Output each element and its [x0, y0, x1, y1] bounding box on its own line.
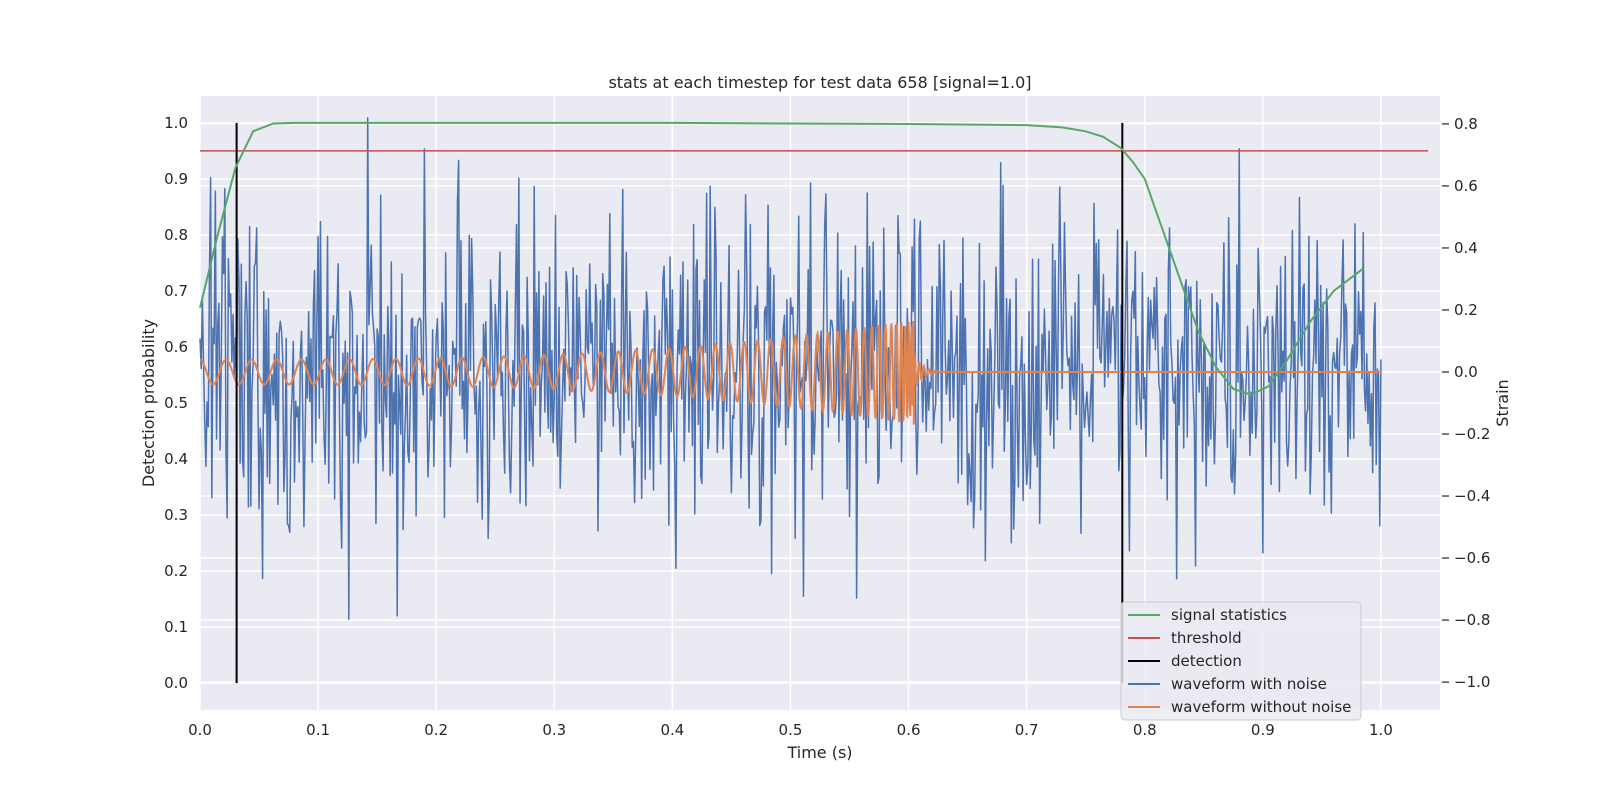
legend-item-waveform-with-noise: waveform with noise — [1128, 675, 1327, 693]
x-tick-label: 0.4 — [660, 721, 684, 739]
x-tick-label: 0.0 — [188, 721, 212, 739]
waveform-with-noise-line — [199, 116, 1382, 621]
signal-statistics-line — [199, 121, 1364, 396]
x-tick-label: 0.9 — [1251, 721, 1275, 739]
legend-label-signal-statistics: signal statistics — [1171, 606, 1287, 624]
y-left-tick-label: 0.8 — [164, 226, 188, 244]
legend-item-threshold: threshold — [1128, 629, 1242, 647]
y-left-tick-label: 0.5 — [164, 394, 188, 412]
x-tick-label: 0.8 — [1133, 721, 1157, 739]
legend-label-threshold: threshold — [1171, 629, 1242, 647]
legend-item-signal-statistics: signal statistics — [1128, 606, 1287, 624]
legend-item-detection: detection — [1128, 652, 1242, 670]
y-right-tick-label: −0.6 — [1454, 549, 1490, 567]
chart-title: stats at each timestep for test data 658… — [608, 73, 1031, 92]
x-tick-label: 0.6 — [897, 721, 921, 739]
y-left-tick-label: 1.0 — [164, 114, 188, 132]
y-right-tick-label: −0.4 — [1454, 487, 1490, 505]
y-left-tick-label: 0.6 — [164, 338, 188, 356]
y-right-tick-label: 0.4 — [1454, 239, 1478, 257]
y-left-tick-label: 0.0 — [164, 674, 188, 692]
y-left-tick-label: 0.9 — [164, 170, 188, 188]
waveform-without-noise-line — [199, 321, 1381, 425]
x-tick-label: 0.1 — [306, 721, 330, 739]
legend: signal statistics threshold detection wa… — [1120, 601, 1362, 721]
series-layer — [199, 116, 1429, 684]
y-axis-left-label: Detection probability — [139, 319, 158, 487]
x-tick-label: 0.7 — [1015, 721, 1039, 739]
y-right-tick-label: 0.6 — [1454, 177, 1478, 195]
y-left-tick-label: 0.4 — [164, 450, 188, 468]
y-right-tick-label: −0.8 — [1454, 611, 1490, 629]
legend-label-waveform-without-noise: waveform without noise — [1171, 698, 1351, 716]
x-tick-label: 0.5 — [779, 721, 803, 739]
y-left-tick-label: 0.7 — [164, 282, 188, 300]
x-axis-label: Time (s) — [786, 743, 852, 762]
legend-label-detection: detection — [1171, 652, 1242, 670]
y-right-tick-label: 0.8 — [1454, 115, 1478, 133]
axis-ticks: 0.0 0.1 0.2 0.3 0.4 0.5 0.6 0.7 0.8 0.9 1.0 0.0 0.1 0… — [164, 114, 1490, 739]
y-right-tick-label: 0.0 — [1454, 363, 1478, 381]
y-left-tick-label: 0.3 — [164, 506, 188, 524]
y-left-tick-label: 0.1 — [164, 618, 188, 636]
x-tick-label: 0.3 — [542, 721, 566, 739]
y-right-tick-label: −0.2 — [1454, 425, 1490, 443]
y-left-tick-label: 0.2 — [164, 562, 188, 580]
legend-label-waveform-with-noise: waveform with noise — [1171, 675, 1327, 693]
y-right-tick-label: −1.0 — [1454, 673, 1490, 691]
y-axis-right-label: Strain — [1493, 379, 1512, 426]
x-tick-label: 0.2 — [424, 721, 448, 739]
x-tick-label: 1.0 — [1369, 721, 1393, 739]
y-right-tick-label: 0.2 — [1454, 301, 1478, 319]
legend-item-waveform-without-noise: waveform without noise — [1128, 698, 1351, 716]
legend-box — [1120, 601, 1362, 721]
